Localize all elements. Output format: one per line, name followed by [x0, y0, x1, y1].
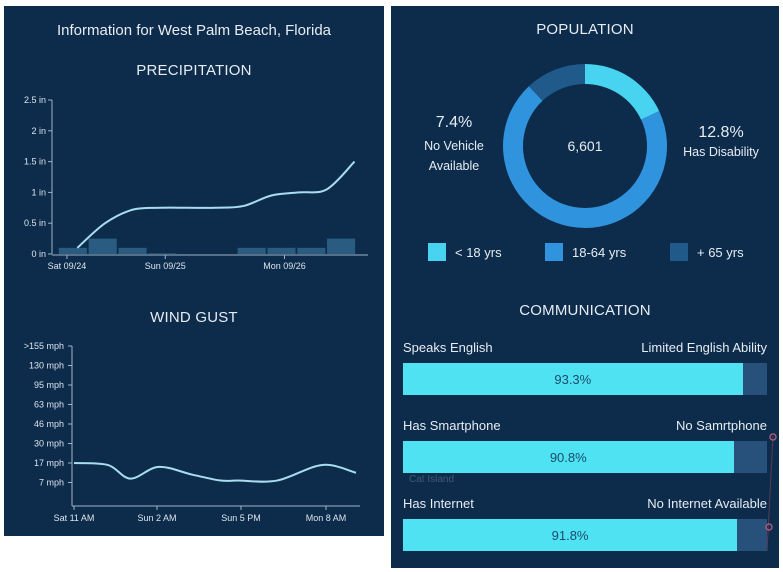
map-place-label: Cat Island — [409, 474, 455, 485]
no-smartphone-label: No Samrtphone — [675, 418, 767, 433]
precip-y-tick-label: 1 in — [31, 187, 46, 197]
legend-label: 18-64 yrs — [572, 244, 627, 260]
map-road-line — [766, 435, 774, 552]
donut-slice-18-64 — [503, 86, 667, 229]
smartphone-label: Has Smartphone — [403, 418, 501, 433]
legend-swatch — [545, 243, 563, 261]
english-value: 93.3% — [554, 371, 592, 387]
precipitation-title: PRECIPITATION — [136, 62, 252, 79]
internet-value: 91.8% — [551, 527, 589, 543]
smartphone-value: 90.8% — [549, 449, 587, 465]
legend-label: < 18 yrs — [455, 244, 502, 260]
precip-line — [76, 160, 356, 249]
no-vehicle-pct: 7.4% — [435, 114, 473, 131]
legend-swatch — [428, 243, 446, 261]
disability-stat: 12.8% Has Disability — [666, 124, 776, 162]
wind-x-tick-label: Sun 2 AM — [137, 513, 176, 523]
wind-x-tick-label: Sun 5 PM — [221, 513, 261, 523]
map-marker — [769, 433, 777, 441]
map-overlay — [765, 433, 777, 552]
wind-gust-line — [73, 462, 357, 483]
map-marker — [765, 523, 773, 531]
population-total: 6,601 — [567, 138, 602, 154]
wind-y-tick-label: 46 mph — [34, 419, 64, 429]
english-bar-fill: 93.3% — [403, 363, 743, 395]
limited-english-label: Limited English Ability — [641, 340, 767, 355]
disability-pct: 12.8% — [698, 124, 744, 141]
english-label: Speaks English — [403, 340, 493, 355]
precip-bar — [118, 247, 147, 254]
legend-item-under-18: < 18 yrs — [428, 243, 502, 261]
population-title: POPULATION — [536, 21, 634, 38]
precip-y-tick-label: 1.5 in — [24, 157, 46, 167]
donut-slice-under-18 — [585, 64, 660, 120]
comm-row-internet: Has Internet No Internet Available — [403, 496, 767, 511]
comm-row-smartphone: Has Smartphone No Samrtphone — [403, 418, 767, 433]
precip-x-tick-label: Mon 09/26 — [263, 261, 306, 271]
comm-row-english: Speaks English Limited English Ability — [403, 340, 767, 355]
no-vehicle-stat: 7.4% No Vehicle Available — [409, 114, 499, 176]
precip-y-tick-label: 2.5 in — [24, 95, 46, 105]
precip-x-tick-label: Sat 09/24 — [48, 261, 87, 271]
precip-bar — [58, 247, 87, 254]
precip-y-tick-label: 2 in — [31, 126, 46, 136]
wind-y-tick-label: >155 mph — [24, 341, 64, 351]
wind-y-tick-label: 63 mph — [34, 400, 64, 410]
english-bar[interactable]: 93.3% — [403, 363, 767, 395]
precip-x-tick-label: Sun 09/25 — [145, 261, 186, 271]
wind-y-tick-label: 95 mph — [34, 380, 64, 390]
no-vehicle-label-2: Available — [428, 159, 480, 173]
precip-bar — [237, 247, 266, 254]
population-donut-chart[interactable]: 6,601 — [500, 61, 670, 231]
precip-bar — [88, 238, 117, 254]
precip-bar — [327, 238, 356, 254]
location-title: Information for West Palm Beach, Florida — [57, 22, 331, 39]
precip-y-tick-label: 0.5 in — [24, 218, 46, 228]
wind-gust-chart[interactable]: >155 mph 130 mph 95 mph 63 mph 46 mph 30 mph 1… — [4, 336, 384, 536]
precip-bar — [297, 247, 326, 254]
precip-bar — [148, 253, 177, 254]
legend-item-65-plus: + 65 yrs — [670, 243, 744, 261]
disability-label: Has Disability — [683, 145, 759, 159]
wind-y-tick-label: 17 mph — [34, 458, 64, 468]
precip-bar — [267, 247, 296, 254]
legend-label: + 65 yrs — [697, 244, 744, 260]
smartphone-bar-fill: 90.8% — [403, 441, 734, 473]
internet-bar[interactable]: 91.8% — [403, 519, 767, 551]
legend-swatch — [670, 243, 688, 261]
precip-y-tick-label: 0 in — [31, 249, 46, 259]
wind-y-tick-label: 7 mph — [39, 478, 64, 488]
communication-title: COMMUNICATION — [519, 302, 651, 319]
demographics-panel: POPULATION 7.4% No Vehicle Available 6,6… — [391, 6, 779, 568]
wind-x-tick-label: Sat 11 AM — [54, 513, 95, 523]
no-vehicle-label-1: No Vehicle — [424, 139, 484, 153]
smartphone-bar[interactable]: 90.8% — [403, 441, 767, 473]
wind-y-tick-label: 130 mph — [29, 361, 64, 371]
internet-bar-fill: 91.8% — [403, 519, 738, 551]
legend-item-18-64: 18-64 yrs — [545, 243, 626, 261]
wind-y-tick-label: 30 mph — [34, 439, 64, 449]
donut-slice-65-plus — [528, 64, 585, 101]
internet-label: Has Internet — [403, 496, 474, 511]
weather-panel: Information for West Palm Beach, Florida… — [4, 6, 384, 536]
wind-x-tick-label: Mon 8 AM — [306, 513, 347, 523]
no-internet-label: No Internet Available — [647, 496, 767, 511]
wind-gust-title: WIND GUST — [150, 309, 238, 326]
